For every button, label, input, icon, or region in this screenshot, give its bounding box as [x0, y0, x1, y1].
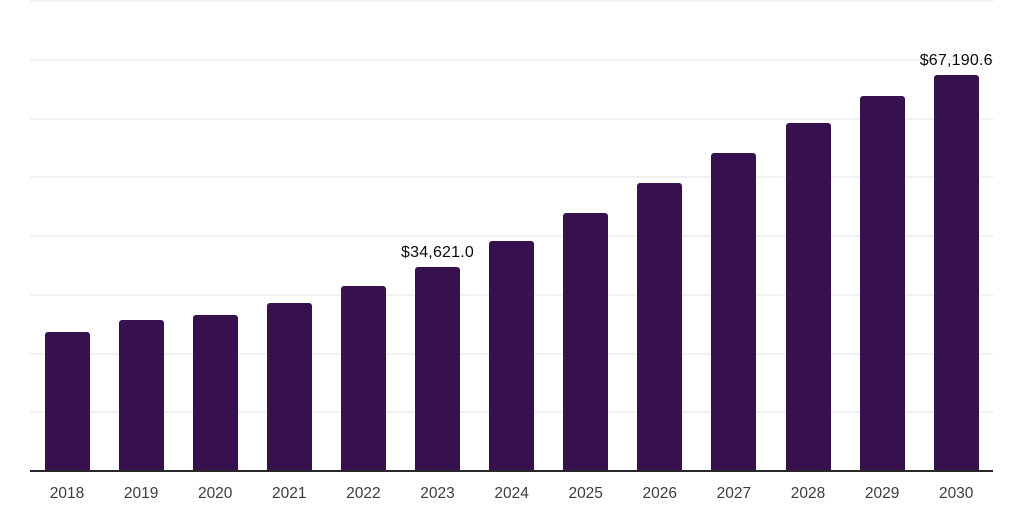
x-tick-label-2018: 2018: [49, 485, 85, 502]
gridline: [30, 176, 993, 179]
gridline: [30, 117, 993, 120]
bar-2020[interactable]: [192, 314, 238, 470]
x-tick-label-2022: 2022: [346, 485, 381, 502]
bar-2030[interactable]: [933, 75, 979, 470]
x-tick-label-2020: 2020: [197, 485, 233, 502]
bar-2025[interactable]: [563, 213, 609, 470]
x-tick-label-2026: 2026: [642, 485, 678, 502]
bar-value-label-2030: $67,190.6: [919, 52, 993, 70]
bar-2021[interactable]: [266, 302, 312, 470]
bar-2023[interactable]: [415, 266, 460, 470]
x-tick-label-2024: 2024: [494, 485, 529, 502]
x-tick-label-2021: 2021: [272, 485, 307, 502]
bar-2022[interactable]: [340, 286, 386, 470]
bar-value-label-2023: $34,621.0: [401, 243, 474, 261]
x-axis-line: [30, 470, 993, 472]
plot-area: 2018 2019 2020 2021 2022 $34,621.0 2023 2024 202…: [30, 0, 993, 502]
gridline: [30, 0, 993, 2]
x-tick-label-2023: 2023: [420, 485, 455, 502]
gridline: [30, 58, 993, 61]
bar-2018[interactable]: [44, 331, 90, 470]
bar-2027[interactable]: [711, 153, 757, 470]
bar-2026[interactable]: [637, 183, 683, 470]
bar-2024[interactable]: [489, 241, 535, 470]
x-tick-label-2030: 2030: [938, 485, 974, 502]
gridline: [30, 235, 993, 237]
x-tick-label-2019: 2019: [123, 485, 159, 502]
x-tick-label-2025: 2025: [568, 485, 603, 502]
bar-2019[interactable]: [118, 319, 164, 470]
x-tick-label-2027: 2027: [716, 485, 752, 502]
bar-2028[interactable]: [785, 122, 831, 470]
x-tick-label-2029: 2029: [864, 485, 900, 502]
x-tick-label-2028: 2028: [790, 485, 826, 502]
bar-2029[interactable]: [859, 95, 905, 470]
